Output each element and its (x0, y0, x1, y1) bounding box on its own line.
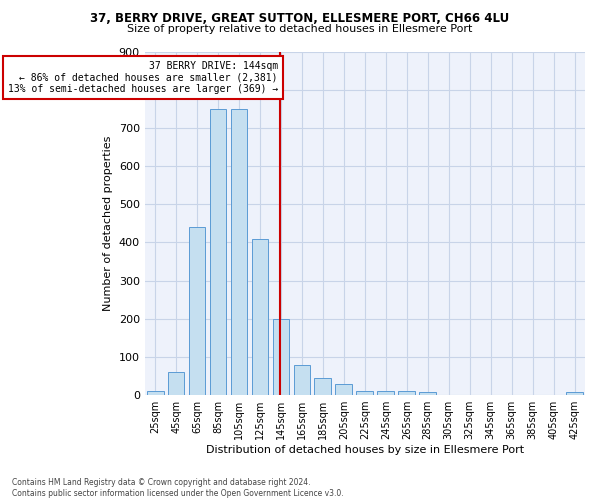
Bar (419, 392, 436, 395)
Bar (251, 238, 268, 395)
Bar (293, 366, 310, 395)
Bar (230, 109, 247, 395)
Bar (209, 109, 226, 395)
Bar (335, 384, 352, 395)
Bar (168, 372, 184, 395)
Bar (377, 392, 394, 395)
Bar (188, 227, 205, 395)
Bar (272, 318, 289, 395)
Y-axis label: Number of detached properties: Number of detached properties (103, 136, 113, 311)
X-axis label: Distribution of detached houses by size in Ellesmere Port: Distribution of detached houses by size … (206, 445, 524, 455)
Bar (356, 392, 373, 395)
Bar (147, 392, 164, 395)
Bar (398, 392, 415, 395)
Bar (314, 378, 331, 395)
Text: Size of property relative to detached houses in Ellesmere Port: Size of property relative to detached ho… (127, 24, 473, 34)
Bar (566, 392, 583, 395)
Text: Contains HM Land Registry data © Crown copyright and database right 2024.
Contai: Contains HM Land Registry data © Crown c… (12, 478, 344, 498)
Text: 37, BERRY DRIVE, GREAT SUTTON, ELLESMERE PORT, CH66 4LU: 37, BERRY DRIVE, GREAT SUTTON, ELLESMERE… (91, 12, 509, 26)
Text: 37 BERRY DRIVE: 144sqm
← 86% of detached houses are smaller (2,381)
13% of semi-: 37 BERRY DRIVE: 144sqm ← 86% of detached… (8, 61, 278, 94)
